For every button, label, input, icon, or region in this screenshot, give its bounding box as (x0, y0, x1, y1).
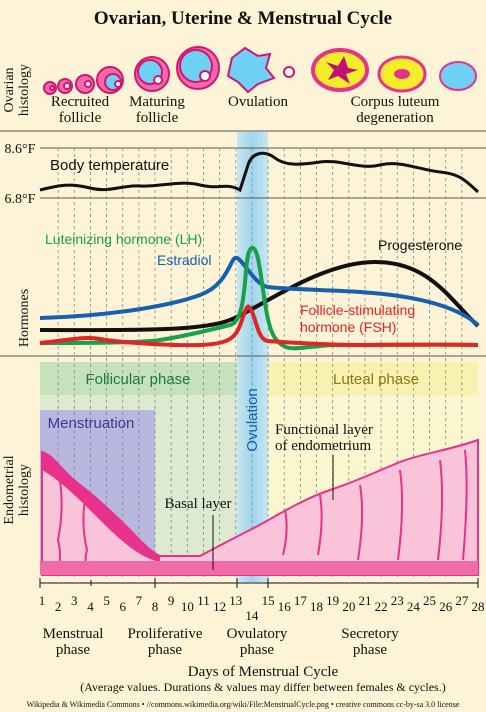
ovarian-label: Ovulation (228, 94, 288, 110)
temp-title: Body temperature (50, 157, 169, 174)
day-label: 12 (213, 599, 226, 614)
phase-label: Menstruation (48, 415, 135, 432)
estradiol-label: Estradiol (157, 252, 211, 268)
cycle-phase: Secretory (341, 626, 399, 642)
day-label: 2 (55, 599, 62, 614)
cycle-phase: Menstrual (43, 626, 104, 642)
ovarian-label: Maturing (129, 94, 185, 110)
cycle-phase: phase (148, 642, 182, 658)
day-label: 24 (407, 599, 421, 614)
cycle-phase: Proliferative (128, 626, 203, 642)
phase-label: Luteal phase (333, 371, 419, 388)
day-label: 16 (278, 599, 292, 614)
note: (Average values. Durations & values may … (80, 680, 445, 694)
endo-label: Basal layer (164, 496, 231, 512)
day-label: 26 (439, 599, 453, 614)
ovarian-label: follicle (136, 110, 179, 126)
day-label: 27 (455, 593, 469, 608)
progesterone-label: Progesterone (378, 237, 462, 253)
cycle-phase: phase (353, 642, 387, 658)
day-label: 25 (423, 593, 436, 608)
axis-title: Days of Menstrual Cycle (188, 664, 339, 680)
cycle-phase: phase (56, 642, 90, 658)
day-label: 1 (39, 593, 46, 608)
phase-label: Follicular phase (85, 371, 190, 388)
endo-label: of endometrium (275, 438, 372, 454)
day-label: 6 (119, 599, 126, 614)
day-label: 13 (229, 593, 242, 608)
ovulation-band (237, 132, 268, 582)
diagram: Ovarian, Uterine & Menstrual Cycle Ovari… (0, 0, 486, 712)
day-label: 7 (136, 593, 143, 608)
credit: Wikipedia & Wikimedia Commons • //common… (27, 700, 460, 709)
ovarian-label: degeneration (356, 110, 434, 126)
row-label: Hormones (17, 289, 32, 347)
day-label: 8 (152, 599, 159, 614)
ovarian-label: follicle (59, 110, 102, 126)
ovarian-label: Recruited (51, 94, 110, 110)
row-label: Endometrial (2, 455, 17, 524)
cycle-phase: phase (240, 642, 274, 658)
day-label: 18 (310, 599, 323, 614)
day-label: 20 (342, 599, 355, 614)
row-label: Ovarian (2, 67, 17, 112)
day-label: 3 (71, 593, 78, 608)
day-label: 28 (472, 599, 485, 614)
basal-layer (40, 561, 478, 575)
temp-label: 6.8°F (5, 192, 36, 207)
day-label: 19 (326, 593, 339, 608)
title: Ovarian, Uterine & Menstrual Cycle (94, 8, 392, 29)
fsh-label: hormone (FSH) (300, 319, 396, 335)
day-label: 4 (87, 599, 94, 614)
day-label: 15 (262, 593, 275, 608)
day-label: 22 (375, 599, 388, 614)
cycle-phase: Ovulatory (227, 626, 288, 642)
day-label: 10 (181, 599, 194, 614)
fsh-label: Follicle-stimulating (300, 302, 415, 318)
phase-label: Ovulation (244, 388, 261, 451)
day-label: 11 (197, 593, 210, 608)
endo-label: Functional layer (275, 422, 373, 438)
row-label: histology (17, 64, 32, 116)
ovarian-label: Corpus luteum (351, 94, 440, 110)
lh-label: Luteinizing hormone (LH) (45, 231, 202, 247)
day-label: 14 (245, 608, 259, 623)
temp-label: 8.6°F (5, 142, 36, 157)
day-label: 5 (103, 593, 110, 608)
day-label: 21 (358, 593, 371, 608)
day-label: 9 (168, 593, 175, 608)
row-label: histology (17, 464, 32, 516)
day-label: 17 (294, 593, 308, 608)
day-label: 23 (391, 593, 404, 608)
